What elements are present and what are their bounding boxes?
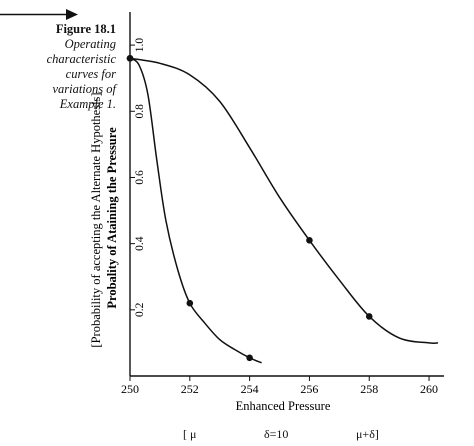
x-tick-label: 258 xyxy=(360,382,378,396)
x-tick-label: 256 xyxy=(300,382,318,396)
x-tick-label: 260 xyxy=(420,382,438,396)
caption-line: Example 1. xyxy=(59,97,116,111)
series-2-point xyxy=(306,237,313,244)
x-tick-label: 250 xyxy=(121,382,139,396)
note-mu: [ μ xyxy=(183,427,197,441)
note-delta: δ=10 xyxy=(264,427,289,441)
y-axis-label-inner: Probality of Ataining the Pressure xyxy=(105,127,119,309)
y-tick-label: 0.8 xyxy=(134,104,146,119)
figure-arrow-icon xyxy=(0,9,78,20)
caption-line: curves for xyxy=(65,67,116,81)
caption-line: variations of xyxy=(52,82,116,96)
series-2-line xyxy=(129,57,439,345)
x-axis-label: Enhanced Pressure xyxy=(236,399,331,413)
figure-number: Figure 18.1 xyxy=(55,22,116,36)
series-2-point xyxy=(365,313,373,320)
series-1-line xyxy=(129,57,262,364)
chart-series xyxy=(126,55,439,364)
chart-axes xyxy=(129,12,444,377)
note-mu-plus-delta: μ+δ] xyxy=(356,427,379,441)
caption-line: Operating xyxy=(64,37,116,51)
y-axis-label-outer: [Probability of accepting the Alternate … xyxy=(89,92,103,347)
y-tick-label: 0.6 xyxy=(134,170,146,185)
x-tick-label: 252 xyxy=(181,382,199,396)
y-tick-label: 1.0 xyxy=(134,38,146,53)
chart-ticks: 250 252 254 256 258 260 0.2 0.4 0.6 0.8 1.0 xyxy=(121,38,438,396)
y-tick-label: 0.4 xyxy=(134,236,146,251)
x-tick-label: 254 xyxy=(241,382,259,396)
caption-line: characteristic xyxy=(46,52,116,66)
series-1-point xyxy=(246,354,253,362)
y-tick-label: 0.2 xyxy=(134,302,146,317)
figure-caption: Figure 18.1 Operating characteristic cur… xyxy=(0,22,116,112)
series-2-point xyxy=(126,55,134,62)
series-1-point xyxy=(186,299,194,307)
